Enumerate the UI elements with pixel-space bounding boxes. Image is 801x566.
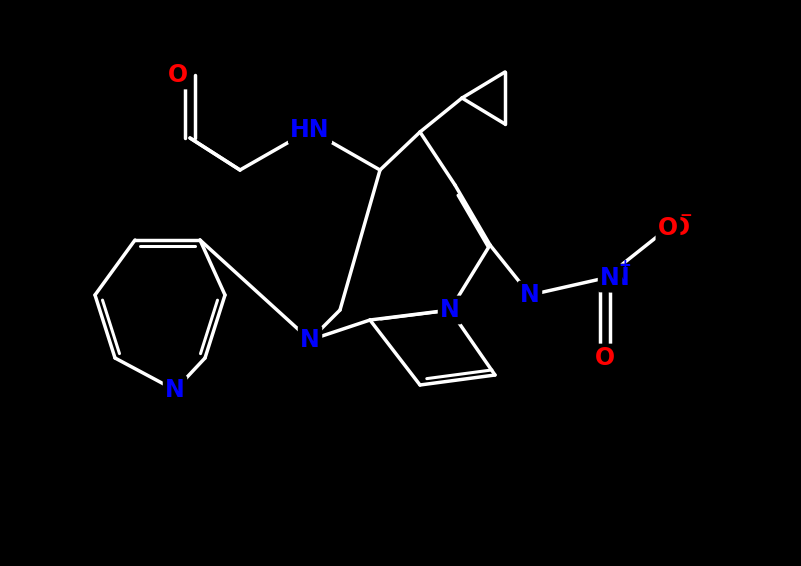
Text: N: N	[300, 328, 320, 352]
Text: O: O	[168, 63, 188, 87]
Text: O: O	[670, 216, 690, 240]
Text: N: N	[165, 378, 185, 402]
Text: +: +	[618, 259, 631, 273]
Text: −: −	[679, 208, 692, 224]
Text: O: O	[658, 216, 678, 240]
Text: N: N	[610, 266, 630, 290]
Text: HN: HN	[290, 118, 330, 142]
Text: N: N	[600, 266, 620, 290]
Text: O: O	[595, 346, 615, 370]
Text: N: N	[520, 283, 540, 307]
Text: N: N	[440, 298, 460, 322]
